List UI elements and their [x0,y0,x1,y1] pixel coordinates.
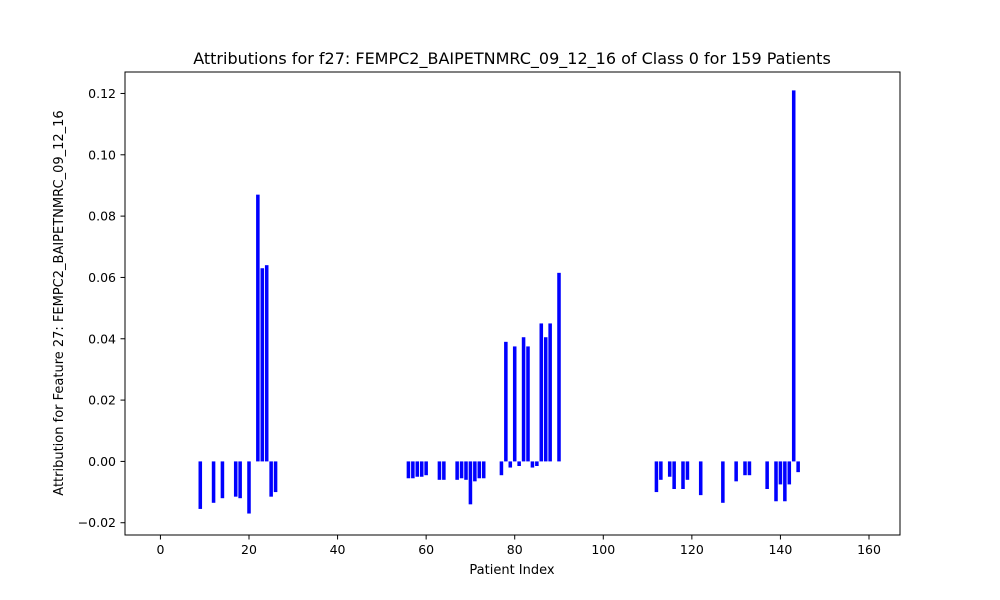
y-tick-label: 0.02 [88,393,116,408]
bar [508,461,513,468]
x-tick-label: 80 [507,542,523,557]
bar [681,461,685,490]
bar [654,461,659,493]
bar [734,461,738,482]
bar [659,461,663,480]
y-tick-label: 0.12 [88,86,116,101]
bar [238,461,242,499]
bars-group [198,90,800,514]
bar [685,461,690,480]
x-tick-label: 140 [768,542,792,557]
bar [260,268,265,462]
bar [198,461,203,509]
y-tick-label: 0.08 [88,209,116,224]
bar [437,461,442,480]
y-tick-label: −0.02 [78,515,116,530]
bar [464,461,468,480]
y-axis-label: Attribution for Feature 27: FEMPC2_BAIPE… [52,110,67,495]
bar [548,323,552,462]
x-tick-label: 60 [418,542,434,557]
bar [743,461,747,476]
x-axis-label: Patient Index [469,563,554,578]
bar [455,461,459,480]
bar [539,323,544,462]
bar [512,346,517,462]
bar [424,461,428,476]
bar [499,461,504,476]
bar [698,461,703,496]
bar [211,461,216,503]
bar [264,265,269,462]
bar [468,461,473,505]
y-tick-label: 0.10 [88,147,116,162]
bar [783,461,787,502]
bar [535,461,539,467]
bar [406,461,411,479]
bar [778,461,783,485]
bar [526,346,530,462]
bar [747,461,752,476]
bar [481,461,486,479]
bar [672,461,676,490]
y-tick-label: 0.00 [88,454,116,469]
bar [419,461,424,477]
chart-title: Attributions for f27: FEMPC2_BAIPETNMRC_… [193,49,831,69]
bar [557,272,561,462]
bar [273,461,278,493]
x-tick-label: 160 [857,542,881,557]
bar [256,194,260,462]
bar [504,341,508,462]
bar [765,461,769,490]
x-tick-label: 100 [591,542,615,557]
bar [667,461,672,477]
bar [530,461,535,468]
bar [521,337,526,462]
x-tick-label: 20 [241,542,257,557]
bar [473,461,477,482]
bar [721,461,725,503]
x-tick-label: 40 [330,542,346,557]
x-tick-label: 0 [156,542,164,557]
bar [543,337,548,462]
x-axis-ticks: 0 20 40 60 80 100 120 140 160 [156,535,881,557]
y-tick-label: 0.06 [88,270,116,285]
bar [791,90,796,462]
bar [787,461,792,485]
bar [459,461,464,479]
bar [233,461,238,497]
bar [517,461,521,467]
bar [411,461,415,479]
bar [442,461,446,480]
bar [796,461,800,473]
x-tick-label: 120 [680,542,704,557]
bar [247,461,251,514]
bar [269,461,273,497]
plot-frame [124,71,901,536]
bar [220,461,225,499]
bar [774,461,778,502]
y-tick-label: 0.04 [88,331,116,346]
bar [477,461,482,479]
y-axis-ticks: −0.02 0.00 0.02 0.04 0.06 0.08 0.10 0.12 [78,86,125,530]
bar [415,461,420,477]
